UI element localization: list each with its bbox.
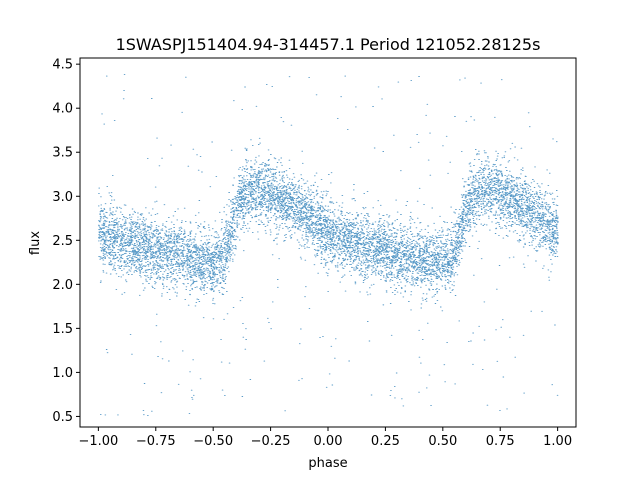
y-tick-label: 2.0	[52, 278, 73, 293]
y-tick-label: 2.5	[52, 234, 73, 249]
y-tick-label: 3.5	[52, 146, 73, 161]
y-tick-label: 1.0	[52, 366, 73, 381]
y-tick-label: 0.5	[52, 410, 73, 425]
y-axis-label: flux	[28, 231, 43, 255]
x-tick-label: 0.75	[486, 434, 515, 449]
y-tick-label: 4.5	[52, 58, 73, 73]
x-tick-label: 0.25	[371, 434, 400, 449]
x-tick-label: −0.75	[136, 434, 176, 449]
y-tick-label: 1.5	[52, 322, 73, 337]
x-tick-label: −0.25	[251, 434, 291, 449]
x-tick-label: 0.50	[428, 434, 457, 449]
plot-background	[80, 58, 576, 427]
x-axis-ticks: −1.00 −0.75 −0.50 −0.25 0.00 0.25 0.50 0.75 1.00	[78, 427, 572, 449]
x-axis-label: phase	[308, 456, 347, 471]
x-tick-label: −1.00	[78, 434, 118, 449]
scatter-points-layer	[97, 73, 559, 417]
y-tick-label: 3.0	[52, 190, 73, 205]
scatter-points	[97, 73, 559, 417]
y-tick-label: 4.0	[52, 102, 73, 117]
plot-area	[79, 57, 577, 428]
chart-title: 1SWASPJ151404.94-314457.1 Period 121052.…	[116, 35, 541, 54]
x-tick-label: 0.00	[314, 434, 343, 449]
x-tick-label: 1.00	[543, 434, 572, 449]
x-tick-label: −0.50	[193, 434, 233, 449]
y-axis-ticks: 0.5 1.0 1.5 2.0 2.5 3.0 3.5 4.0 4.5	[52, 58, 80, 425]
